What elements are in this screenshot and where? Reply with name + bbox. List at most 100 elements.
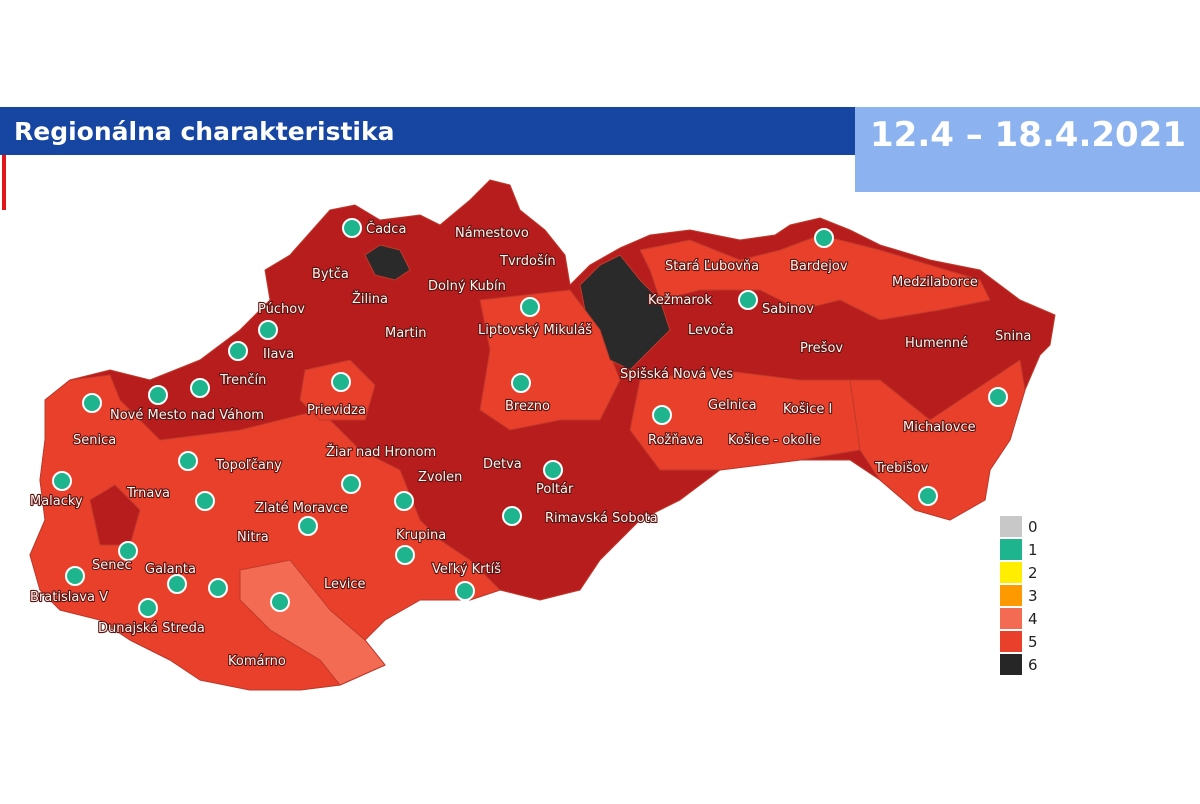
legend-swatch [1000,562,1022,583]
district-label: Dolný Kubín [428,279,506,294]
district-label: Gelnica [708,398,757,413]
dot [298,516,318,536]
district-label: Medzilaborce [892,275,978,290]
district-label: Košice I [783,402,832,417]
district-label: Žilina [352,291,388,307]
region-north-east [639,234,991,321]
district-label: Nitra [237,530,269,545]
district-label: Čadca [366,221,406,237]
legend-label: 2 [1028,564,1038,582]
region-dark-west [89,484,141,546]
dot [988,387,1008,407]
legend-swatch [1000,585,1022,606]
legend-label: 5 [1028,633,1038,651]
dot [178,451,198,471]
district-label: Prievidza [307,403,366,418]
legend-label: 4 [1028,610,1038,628]
district-label: Stará Ľubovňa [665,259,759,274]
dot [652,405,672,425]
district-label: Brezno [505,399,550,414]
region-kezmarok [579,254,671,371]
dot [258,320,278,340]
district-label: Veľký Krtíš [432,562,501,577]
dots [52,218,1008,618]
district-label: Spišská Nová Ves [620,367,733,382]
dot [511,373,531,393]
district-label: Tvrdošín [499,254,556,269]
district-label: Zvolen [418,470,462,485]
district-label: Poltár [536,482,574,497]
region-east [839,359,1026,521]
title-bar [0,107,855,155]
district-label: Kežmarok [648,293,712,308]
district-labels: Čadca Námestovo Tvrdošín Bytča Dolný Kub… [29,220,1033,670]
district-label: Púchov [258,302,305,317]
legend-label: 6 [1028,656,1038,674]
district-label: Topoľčany [215,458,282,473]
district-label: Trenčín [219,373,266,388]
district-label: Košice - okolie [728,433,821,448]
dot [738,290,758,310]
dot [395,545,415,565]
accent [2,155,6,210]
district-label: Galanta [145,562,196,577]
dot [455,581,475,601]
dot [270,592,290,612]
region-kosice [629,369,861,471]
dot [543,460,563,480]
dot [65,566,85,586]
dot [148,385,168,405]
legend-swatch [1000,516,1022,537]
district-label: Nové Mesto nad Váhom [110,408,264,423]
region-cadca [364,244,411,281]
district-label: Sabinov [762,302,814,317]
dot [190,378,210,398]
district-label: Liptovský Mikuláš [478,323,592,338]
district-label: Levice [324,577,365,592]
district-label: Senica [73,433,116,448]
district-label: Krupina [396,528,446,543]
legend-swatch [1000,539,1022,560]
map [29,179,1056,691]
district-label: Trnava [126,486,170,501]
dot [918,486,938,506]
district-label: Komárno [228,654,286,669]
dot [208,578,228,598]
district-label: Martin [385,326,426,341]
district-label: Bardejov [790,259,848,274]
district-label: Bytča [312,267,349,282]
district-label: Dunajská Streda [98,621,205,636]
legend: 0 1 2 3 4 5 6 [1000,516,1038,675]
region-salmon [239,559,386,686]
district-label: Malacky [30,494,83,509]
district-label: Bratislava V [30,590,108,605]
legend-label: 3 [1028,587,1038,605]
title: Regionálna charakteristika [14,117,394,146]
dot [502,506,522,526]
dot [342,218,362,238]
dot [52,471,72,491]
district-label: Trebišov [874,461,929,476]
dot [167,574,187,594]
dot [228,341,248,361]
legend-swatch [1000,654,1022,675]
legend-swatch [1000,608,1022,629]
dot [118,541,138,561]
district-label: Detva [483,457,522,472]
district-label: Humenné [905,336,968,351]
district-label: Námestovo [455,226,529,241]
dot [195,491,215,511]
district-label: Snina [995,329,1031,344]
district-label: Prešov [800,341,843,356]
district-label: Rožňava [648,433,703,448]
legend-label: 0 [1028,518,1038,536]
dot [138,598,158,618]
district-label: Levoča [688,323,734,338]
district-label: Senec [92,558,132,573]
dot [814,228,834,248]
dot [341,474,361,494]
district-label: Michalovce [903,420,976,435]
legend-swatch [1000,631,1022,652]
district-label: Ilava [263,347,294,362]
